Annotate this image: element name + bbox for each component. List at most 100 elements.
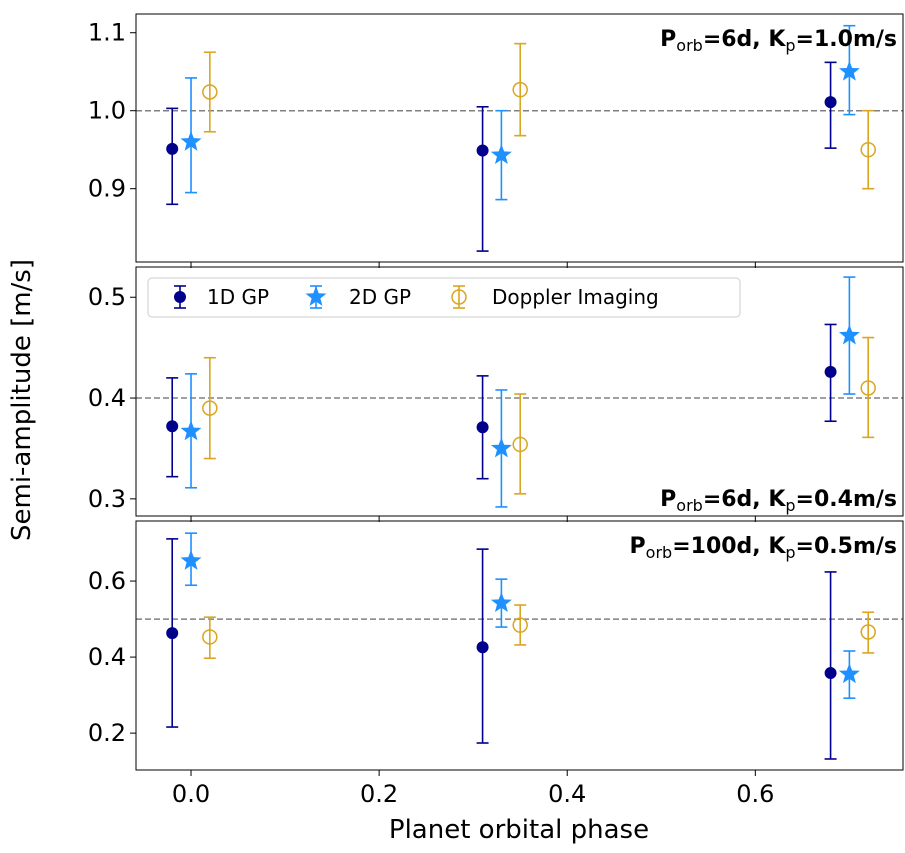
2d-gp-point xyxy=(838,663,860,684)
2d-gp-datum xyxy=(490,109,512,201)
legend-box xyxy=(147,277,741,318)
2d-gp-datum xyxy=(490,389,512,508)
2d-gp-point xyxy=(838,324,860,345)
doppler-imaging-legend-point xyxy=(451,289,467,305)
2d-gp-datum xyxy=(490,578,512,628)
panel-3: 0.2 0.4 0.6 0.0 0.2 0.4 0.6 Porb=100d, Kp=0.5m/… xyxy=(88,520,904,808)
annotation-subscript: p xyxy=(785,496,795,515)
1d-gp-point xyxy=(166,627,179,640)
y-tick-label: 0.4 xyxy=(88,384,126,412)
annotation-text: =6d, K xyxy=(703,27,787,52)
doppler-imaging-point xyxy=(202,84,218,100)
legend-entry-doppler-imaging: Doppler Imaging xyxy=(451,285,659,309)
2d-gp-point xyxy=(180,549,202,570)
annotation-text: =100d, K xyxy=(672,534,786,559)
1d-gp-point xyxy=(476,144,489,157)
1d-gp-datum xyxy=(824,323,837,423)
2d-gp-point xyxy=(490,437,512,458)
axes-frame xyxy=(135,266,904,517)
annotation-subscript: orb xyxy=(676,36,703,55)
2d-gp-datum xyxy=(838,650,860,699)
2d-gp-point xyxy=(490,144,512,165)
2d-gp-legend-point xyxy=(305,286,327,306)
x-tick-label: 0.6 xyxy=(736,780,774,808)
y-tick-label: 1.1 xyxy=(88,19,126,47)
2d-gp-datum xyxy=(838,24,860,116)
annotation-text: P xyxy=(630,534,646,559)
doppler-imaging-datum xyxy=(202,51,218,133)
doppler-imaging-datum xyxy=(512,604,528,646)
y-axis-label: Semi-amplitude [m/s] xyxy=(7,259,37,541)
annotation-text: =6d, K xyxy=(703,487,787,512)
1d-gp-point xyxy=(166,420,179,433)
1d-gp-datum xyxy=(166,377,179,478)
panel-annotation: Porb=6d, Kp=0.4m/s xyxy=(660,487,897,515)
doppler-imaging-point xyxy=(512,81,528,98)
2d-gp-point xyxy=(180,420,202,441)
panel-annotation: Porb=100d, Kp=0.5m/s xyxy=(630,534,897,562)
x-tick-label: 0.0 xyxy=(172,780,210,808)
panel-annotation: Porb=6d, Kp=1.0m/s xyxy=(660,27,897,55)
2d-gp-datum xyxy=(180,532,202,587)
y-tick-label: 0.6 xyxy=(88,567,126,595)
y-tick-label: 0.4 xyxy=(88,643,126,671)
annotation-subscript: orb xyxy=(676,496,703,515)
annotation-subscript: p xyxy=(785,543,795,562)
1d-gp-point xyxy=(824,96,837,109)
annotation-text: =0.4m/s xyxy=(796,487,897,512)
2d-gp-datum xyxy=(180,77,202,194)
1d-gp-datum xyxy=(824,571,837,760)
1d-gp-datum xyxy=(476,375,489,480)
doppler-imaging-datum xyxy=(860,336,876,439)
panel-2: 0.3 0.4 0.5 Porb=6d, Kp=0.4m/s xyxy=(88,266,904,522)
legend-label: 2D GP xyxy=(349,285,411,309)
doppler-imaging-point xyxy=(860,624,876,640)
y-tick-label: 0.3 xyxy=(88,485,126,513)
legend: 1D GP 2D GP Doppler Imaging xyxy=(147,277,741,318)
1d-gp-point xyxy=(476,421,489,434)
y-tick-label: 0.5 xyxy=(88,283,126,311)
1d-gp-point xyxy=(824,667,837,680)
legend-label: Doppler Imaging xyxy=(492,285,659,309)
doppler-imaging-point xyxy=(202,400,218,416)
1d-gp-point xyxy=(824,365,837,378)
doppler-imaging-datum xyxy=(512,42,528,137)
1d-gp-datum xyxy=(166,538,179,728)
2d-gp-point xyxy=(838,60,860,81)
1d-gp-datum xyxy=(166,107,179,206)
doppler-imaging-datum xyxy=(860,611,876,654)
legend-entry-1d-gp: 1D GP xyxy=(174,285,269,309)
doppler-imaging-datum xyxy=(202,616,218,660)
y-tick-label: 0.9 xyxy=(88,175,126,203)
axes-frame xyxy=(135,520,904,771)
x-tick-label: 0.2 xyxy=(360,780,398,808)
1d-gp-point xyxy=(476,641,489,654)
annotation-subscript: p xyxy=(785,36,795,55)
2d-gp-datum xyxy=(180,373,202,489)
doppler-imaging-point xyxy=(202,629,218,645)
doppler-imaging-point xyxy=(860,380,876,396)
1d-gp-datum xyxy=(476,106,489,252)
doppler-imaging-datum xyxy=(512,393,528,495)
legend-entry-2d-gp: 2D GP xyxy=(305,285,411,309)
legend-label: 1D GP xyxy=(207,285,269,309)
1d-gp-legend-point xyxy=(174,291,186,303)
axes-frame xyxy=(135,13,904,263)
2d-gp-datum xyxy=(838,276,860,395)
annotation-text: P xyxy=(660,487,676,512)
y-tick-label: 0.2 xyxy=(88,719,126,747)
doppler-imaging-point xyxy=(512,617,528,633)
1d-gp-datum xyxy=(476,548,489,744)
2d-gp-point xyxy=(180,130,202,151)
annotation-text: =1.0m/s xyxy=(796,27,897,52)
y-tick-label: 1.0 xyxy=(88,97,126,125)
doppler-imaging-datum xyxy=(202,356,218,460)
annotation-text: =0.5m/s xyxy=(796,534,897,559)
x-axis-label: Planet orbital phase xyxy=(389,815,649,845)
annotation-text: P xyxy=(660,27,676,52)
doppler-imaging-point xyxy=(512,436,528,453)
1d-gp-datum xyxy=(824,61,837,149)
doppler-imaging-datum xyxy=(860,109,876,190)
